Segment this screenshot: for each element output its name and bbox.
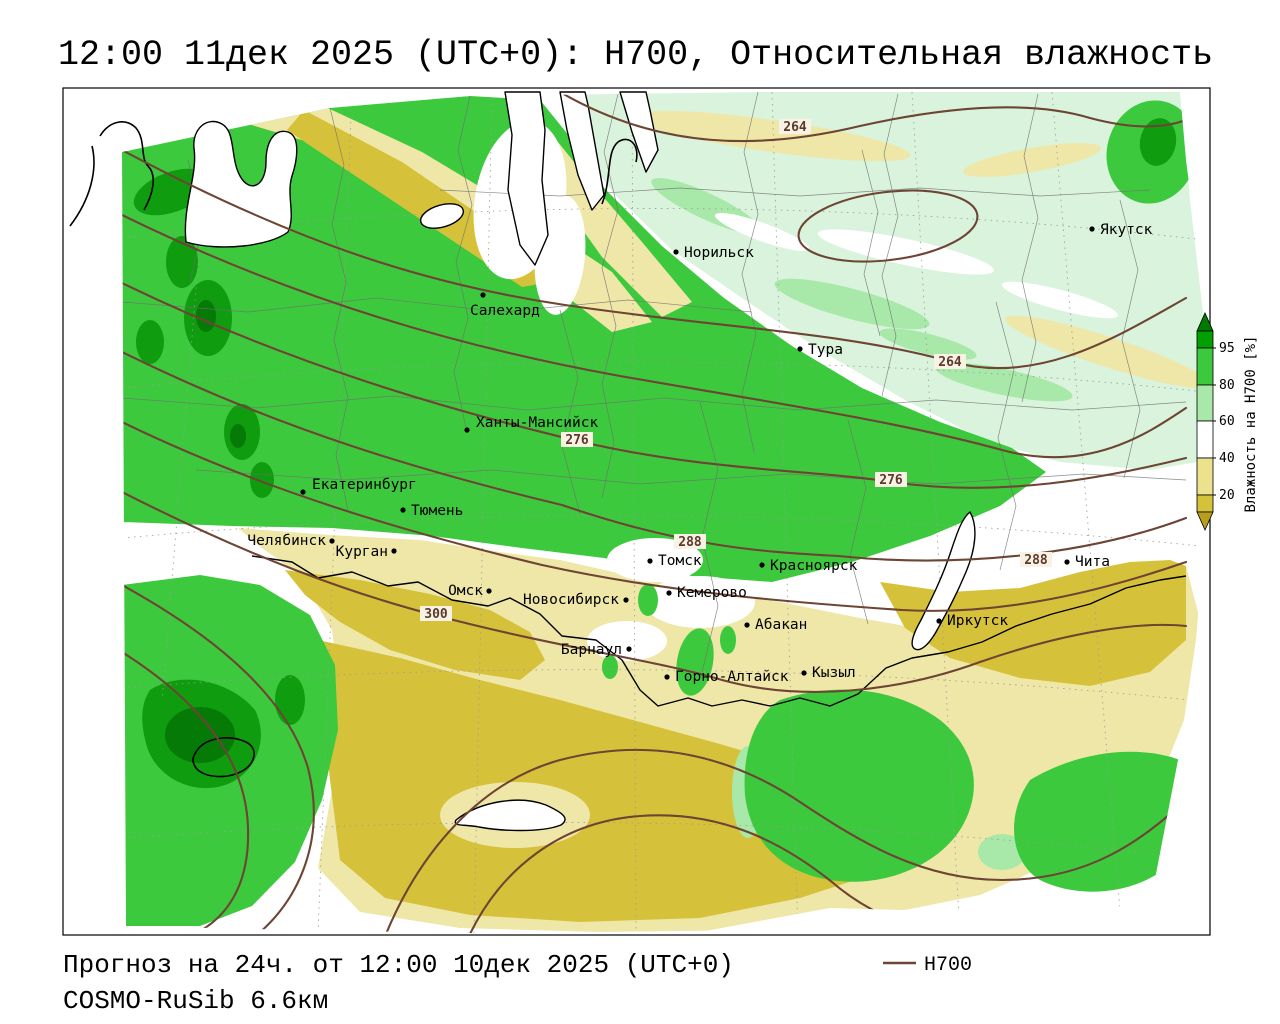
- city-marker: [666, 590, 672, 596]
- colorbar-tick-label: 20: [1219, 488, 1235, 503]
- city-marker: [329, 538, 335, 544]
- colorbar-segment: [1196, 420, 1214, 459]
- city-marker: [936, 618, 942, 624]
- contour-label-chip: [420, 606, 452, 621]
- colorbar-segment: [1196, 457, 1214, 496]
- contour-label-chip: [674, 534, 706, 549]
- colorbar-bottom-cap: [1196, 511, 1214, 531]
- city-marker: [391, 548, 397, 554]
- city-label: Тюмень: [411, 503, 463, 519]
- city-marker: [464, 427, 470, 433]
- city-marker: [480, 292, 486, 298]
- city-label: Новосибирск: [523, 592, 619, 608]
- colorbar-segment: [1196, 330, 1214, 349]
- city-label: Екатеринбург: [312, 477, 417, 493]
- city-marker: [300, 489, 306, 495]
- city-label: Ханты-Мансийск: [476, 415, 598, 431]
- city-label: Томск: [658, 553, 702, 569]
- admin-borders-layer: [122, 92, 1187, 673]
- contour-label-chip: [934, 354, 966, 369]
- contour-label: 276: [879, 473, 903, 488]
- colorbar-segment: [1196, 494, 1214, 513]
- city-label: Кемерово: [677, 585, 747, 601]
- contour-label-chip: [561, 432, 593, 447]
- city-marker: [486, 588, 492, 594]
- graticule-layer: [122, 92, 1207, 934]
- colorbar-segment: [1196, 384, 1214, 422]
- city-marker: [623, 597, 629, 603]
- contour-labels-layer: 264 264 276 276 288 288 300: [420, 119, 1052, 622]
- city-label: Чита: [1075, 554, 1110, 570]
- colorbar-tick-label: 40: [1219, 451, 1235, 466]
- colorbar-tick-label: 95: [1219, 341, 1235, 356]
- colorbar-axis-label: Влажность на H700 [%]: [1243, 335, 1259, 512]
- contour-label: 276: [565, 433, 589, 448]
- city-label: Горно-Алтайск: [675, 669, 789, 685]
- map-title: 12:00 11дек 2025 (UTC+0): H700, Относите…: [58, 35, 1213, 75]
- city-marker: [744, 622, 750, 628]
- city-label: Якутск: [1100, 222, 1153, 238]
- city-label: Курган: [336, 544, 388, 560]
- city-label: Норильск: [684, 245, 754, 261]
- contour-label: 264: [783, 120, 807, 135]
- city-label: Салехард: [470, 303, 540, 319]
- city-label: Челябинск: [247, 533, 326, 549]
- city-marker: [759, 562, 765, 568]
- city-marker: [797, 346, 803, 352]
- contour-label-chip: [875, 472, 907, 487]
- city-label: Кызыл: [812, 665, 856, 681]
- city-marker: [801, 670, 807, 676]
- city-marker: [1064, 559, 1070, 565]
- city-label: Барнаул: [561, 642, 622, 658]
- city-marker: [647, 558, 653, 564]
- city-label: Иркутск: [947, 613, 1008, 629]
- city-label: Абакан: [755, 617, 807, 633]
- country-border: [251, 555, 1187, 707]
- footer-model-line: COSMO-RuSib 6.6км: [63, 986, 328, 1016]
- city-marker: [400, 507, 406, 513]
- coastline-layer: [69, 91, 976, 832]
- contour-label-chip: [1020, 552, 1052, 567]
- colorbar-segment: [1196, 347, 1214, 386]
- contour-label: 288: [678, 535, 702, 550]
- city-marker: [664, 674, 670, 680]
- contour-label: 288: [1024, 553, 1048, 568]
- footer-forecast-line: Прогноз на 24ч. от 12:00 10дек 2025 (UTC…: [63, 950, 734, 980]
- colorbar-layer: 95 80 60 40 20: [1196, 312, 1235, 531]
- city-marker: [626, 646, 632, 652]
- legend-h700-label: H700: [924, 954, 972, 977]
- city-marker: [673, 249, 679, 255]
- colorbar-tick-label: 80: [1219, 378, 1235, 393]
- cities-layer: Якутск Норильск Салехард Тура Ханты-Мансийск…: [247, 222, 1152, 685]
- contour-label: 264: [938, 355, 962, 370]
- contour-label: 300: [424, 607, 448, 622]
- colorbar-tick-label: 60: [1219, 414, 1235, 429]
- city-marker: [1089, 226, 1095, 232]
- city-label: Тура: [808, 342, 843, 358]
- city-label: Красноярск: [770, 558, 858, 574]
- contour-label-chip: [779, 119, 811, 134]
- city-label: Омск: [448, 583, 483, 599]
